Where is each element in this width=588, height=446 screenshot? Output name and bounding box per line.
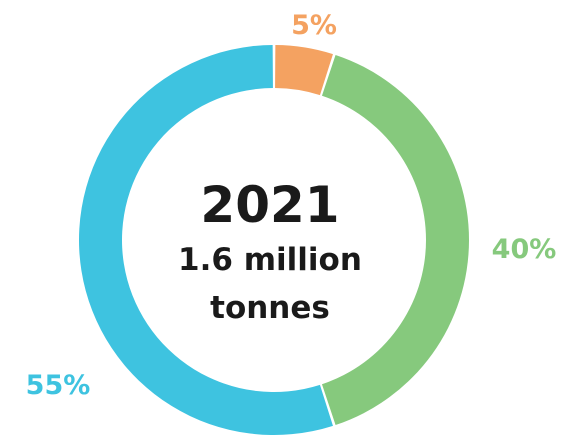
slice-label-2: 40% xyxy=(492,234,557,265)
slice-label-1: 5% xyxy=(291,10,337,41)
center-line-1: 1.6 million xyxy=(178,242,362,278)
donut-slice-3 xyxy=(79,45,333,435)
donut-slice-1 xyxy=(275,45,333,96)
center-text: 2021 1.6 million tonnes xyxy=(178,176,362,326)
slice-labels: 5% 40% 55% xyxy=(26,10,557,401)
donut-slice-2 xyxy=(321,54,470,426)
slice-label-3: 55% xyxy=(26,370,91,401)
center-year: 2021 xyxy=(200,176,339,234)
donut-slices xyxy=(79,45,470,435)
center-line-2: tonnes xyxy=(210,290,330,326)
